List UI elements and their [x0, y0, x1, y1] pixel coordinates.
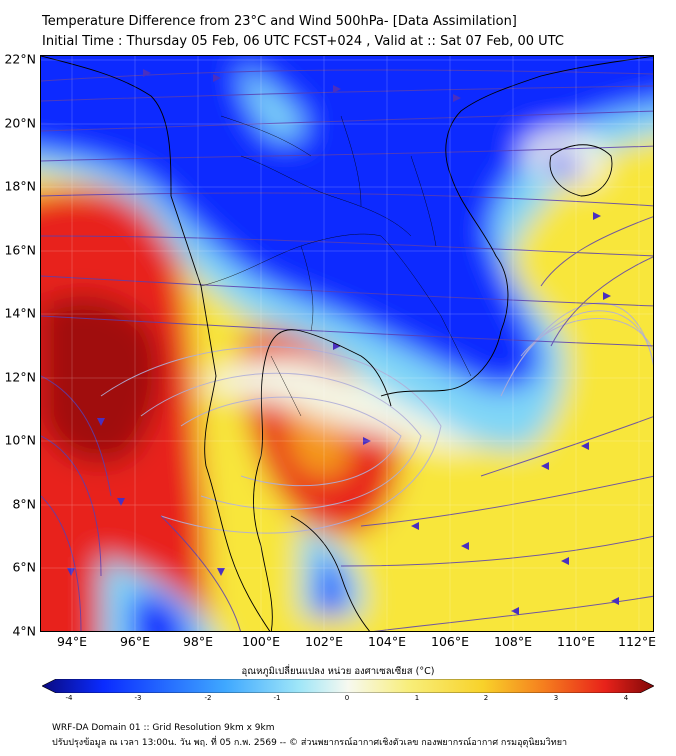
lat-label-14: 14°N — [4, 305, 36, 321]
colorbar-tick: 2 — [483, 694, 489, 702]
lat-label-10: 10°N — [4, 432, 36, 448]
footer-line-1: WRF-DA Domain 01 :: Grid Resolution 9km … — [52, 723, 275, 733]
title-line-2: Initial Time : Thursday 05 Feb, 06 UTC F… — [42, 34, 564, 49]
colorbar-tick: 0 — [344, 694, 350, 702]
colorbar-tick: 3 — [553, 694, 559, 702]
lon-label-98: 98°E — [182, 634, 214, 649]
lon-label-96: 96°E — [119, 634, 151, 649]
colorbar-title: อุณหภูมิเปลี่ยนแปลง หน่วย องศาเซลเซียส (… — [241, 666, 435, 677]
colorbar-tick: 1 — [414, 694, 420, 702]
lon-label-102: 102°E — [304, 634, 344, 649]
colorbar — [42, 679, 654, 693]
lat-label-4: 4°N — [12, 623, 36, 639]
colorbar-tick: -2 — [204, 694, 212, 702]
coastlines — [41, 56, 653, 631]
footer-credits: WRF-DA Domain 01 :: Grid Resolution 9km … — [52, 721, 567, 751]
colorbar-tick: -4 — [65, 694, 73, 702]
lat-label-6: 6°N — [12, 559, 36, 575]
wind-arrowheads — [67, 69, 619, 615]
lon-label-100: 100°E — [241, 634, 281, 649]
lon-label-108: 108°E — [493, 634, 533, 649]
temperature-shading — [41, 56, 653, 631]
lon-label-104: 104°E — [367, 634, 407, 649]
lat-label-8: 8°N — [12, 496, 36, 512]
lat-label-16: 16°N — [4, 242, 36, 258]
colorbar-tick: -3 — [134, 694, 142, 702]
graticule — [41, 56, 653, 631]
footer-line-2: ปรับปรุงข้อมูล ณ เวลา 13:00น. วัน พฤ. ที… — [52, 738, 568, 748]
lon-label-112: 112°E — [617, 634, 657, 649]
lon-label-110: 110°E — [556, 634, 596, 649]
lon-label-94: 94°E — [56, 634, 88, 649]
map-panel — [40, 55, 654, 632]
lon-label-106: 106°E — [430, 634, 470, 649]
lat-label-12: 12°N — [4, 369, 36, 385]
colorbar-tick: -1 — [273, 694, 281, 702]
borders — [200, 115, 472, 417]
chart-title: Temperature Difference from 23°C and Win… — [42, 12, 564, 52]
lat-label-22: 22°N — [4, 51, 36, 67]
colorbar-tick: 4 — [623, 694, 629, 702]
lat-label-20: 20°N — [4, 115, 36, 131]
title-line-1: Temperature Difference from 23°C and Win… — [42, 14, 517, 29]
temperature-field-map — [41, 56, 653, 631]
lat-label-18: 18°N — [4, 178, 36, 194]
wind-streamlines — [41, 69, 653, 631]
